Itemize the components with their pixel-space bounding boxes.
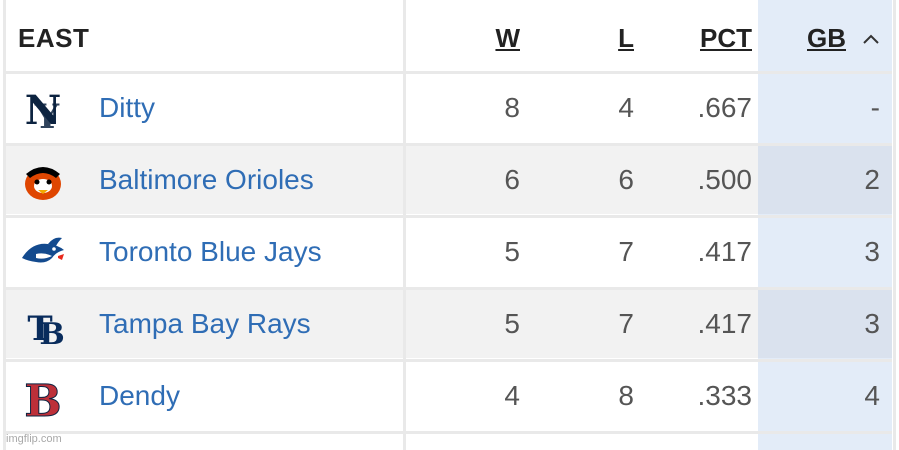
col-l-header[interactable]: L	[618, 23, 634, 53]
col-gb-header[interactable]: GB	[807, 23, 846, 53]
grid-divider	[3, 0, 6, 450]
losses-value: 7	[618, 308, 634, 339]
team-link[interactable]: Baltimore Orioles	[99, 164, 314, 195]
wins-value: 8	[504, 92, 520, 123]
gb-value: 3	[864, 308, 880, 339]
team-link[interactable]: Ditty	[99, 92, 155, 123]
grid-divider	[6, 287, 892, 290]
orioles-logo-icon	[18, 156, 68, 206]
pct-value: .333	[697, 380, 753, 411]
grid-divider	[6, 215, 892, 218]
gb-value: 2	[864, 164, 880, 195]
sort-caret-icon[interactable]	[862, 4, 880, 72]
svg-text:Y: Y	[34, 97, 60, 134]
gb-value: -	[870, 92, 880, 123]
wins-value: 5	[504, 236, 520, 267]
svg-text:N: N	[25, 87, 62, 134]
team-link[interactable]: Tampa Bay Rays	[99, 308, 311, 339]
grid-divider	[6, 431, 892, 434]
pct-value: .417	[697, 236, 753, 267]
grid-divider	[6, 143, 892, 146]
svg-text:B: B	[24, 376, 61, 422]
table-row: Toronto Blue Jays 5 7 .417 3	[6, 218, 892, 286]
losses-value: 6	[618, 164, 634, 195]
gb-value: 4	[864, 380, 880, 411]
rays-logo-icon: T B	[18, 300, 68, 352]
losses-value: 7	[618, 236, 634, 267]
svg-text:T: T	[27, 309, 52, 349]
table-row: B Dendy 4 8 .333 4	[6, 362, 892, 430]
grid-divider	[6, 71, 892, 74]
table-header: EAST W L PCT GB	[6, 4, 892, 72]
col-pct-header[interactable]: PCT	[700, 23, 752, 53]
losses-value: 4	[618, 92, 634, 123]
division-title: EAST	[18, 23, 90, 53]
wins-value: 4	[504, 380, 520, 411]
team-link[interactable]: Dendy	[99, 380, 180, 411]
table-row: T B Tampa Bay Rays 5 7 .417 3	[6, 290, 892, 358]
grid-divider	[403, 0, 406, 450]
pct-value: .500	[697, 164, 753, 195]
col-w-header[interactable]: W	[495, 23, 520, 53]
table-row: N Y Ditty 8 4 .667 -	[6, 74, 892, 142]
watermark: imgflip.com	[6, 433, 62, 445]
wins-value: 6	[504, 164, 520, 195]
pct-value: .667	[697, 92, 753, 123]
gb-value: 3	[864, 236, 880, 267]
grid-divider	[6, 359, 892, 362]
grid-divider	[893, 0, 896, 450]
blue-jays-logo-icon	[18, 228, 68, 278]
pct-value: .417	[697, 308, 753, 339]
svg-text:B: B	[39, 317, 64, 350]
yankees-logo-icon: N Y	[18, 84, 68, 137]
table-row: Baltimore Orioles 6 6 .500 2	[6, 146, 892, 214]
wins-value: 5	[504, 308, 520, 339]
red-sox-logo-icon: B	[18, 372, 68, 428]
losses-value: 8	[618, 380, 634, 411]
team-link[interactable]: Toronto Blue Jays	[99, 236, 322, 267]
